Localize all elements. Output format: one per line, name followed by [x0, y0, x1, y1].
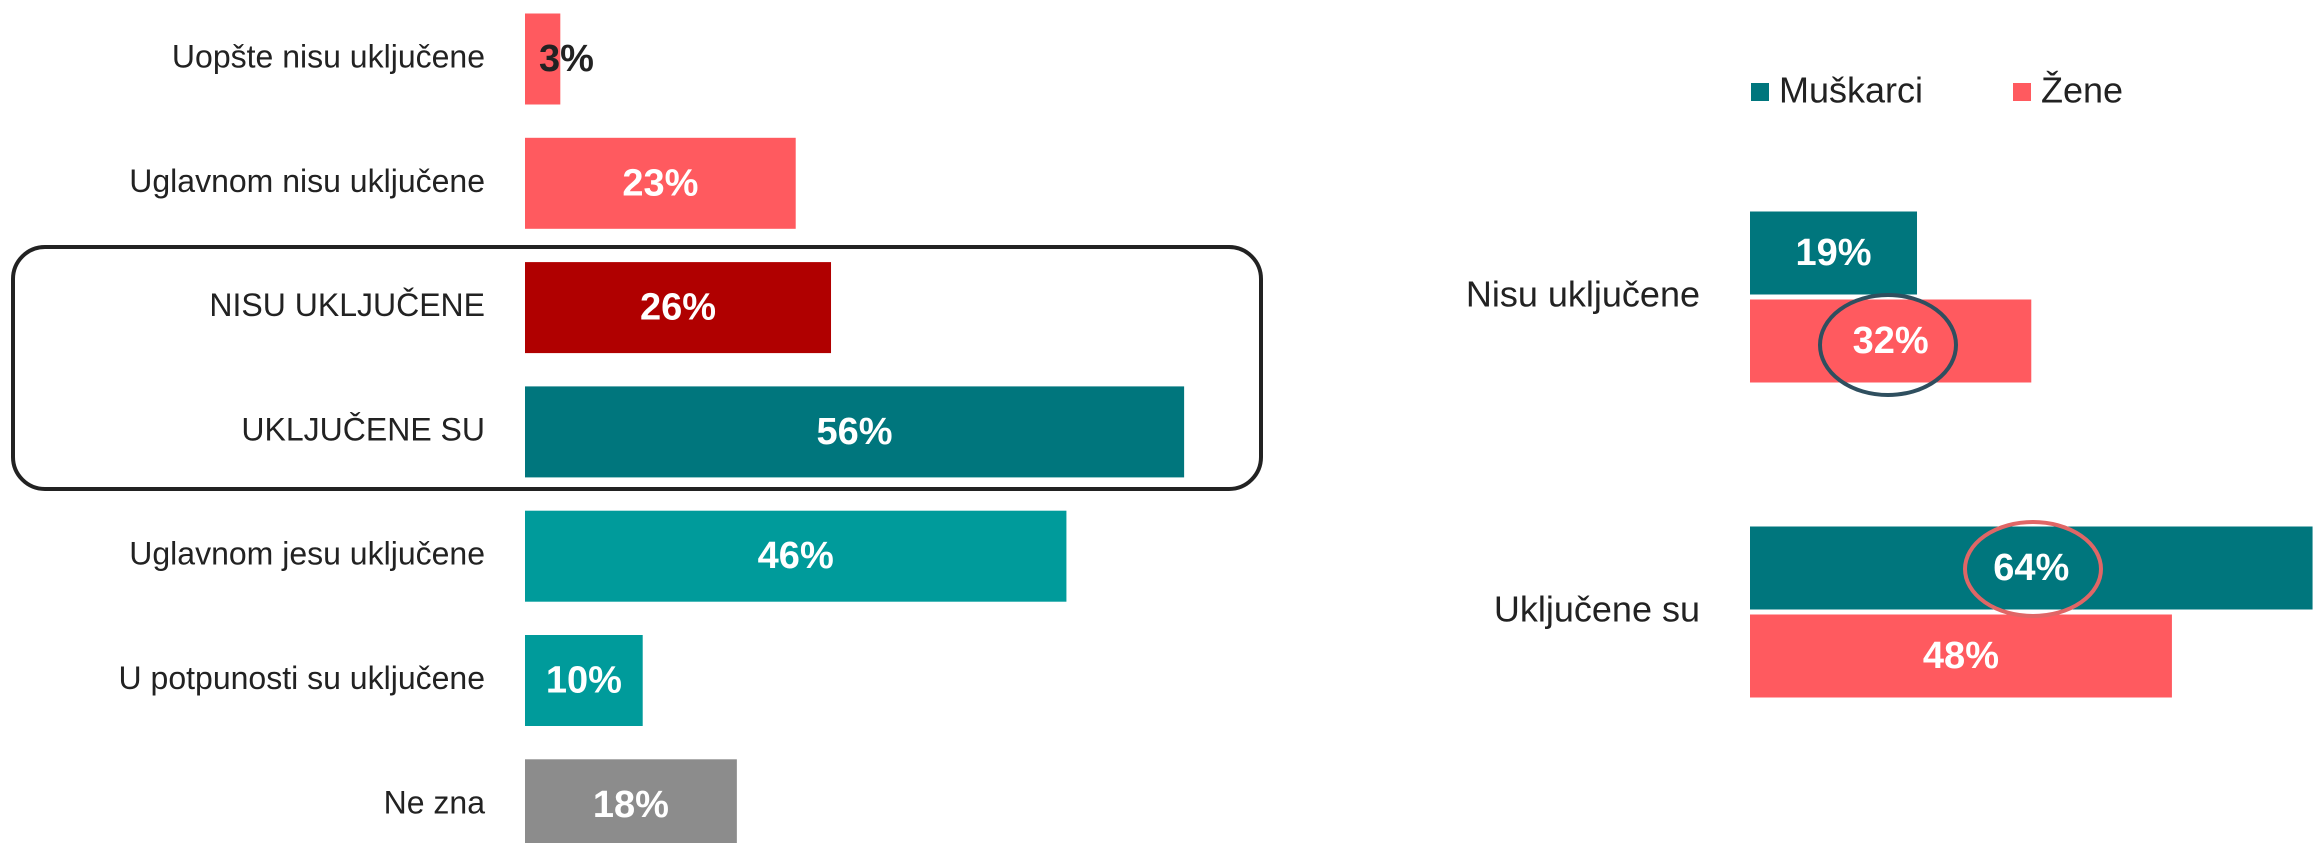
value-label: 26% — [640, 287, 716, 329]
value-label: 48% — [1923, 635, 1999, 677]
value-label: 23% — [622, 162, 698, 204]
value-label: 19% — [1795, 232, 1871, 274]
value-label: 18% — [593, 784, 669, 826]
value-label: 64% — [1993, 547, 2069, 589]
bar — [1750, 526, 2313, 610]
value-label: 46% — [758, 535, 834, 577]
value-label: 3% — [539, 38, 594, 80]
category-label: Uopšte nisu uključene — [172, 38, 485, 74]
highlight-box — [11, 245, 1263, 491]
bar — [525, 137, 796, 229]
bar — [525, 13, 561, 105]
category-label: U potpunosti su uključene — [119, 660, 485, 696]
category-label: Uglavnom nisu uključene — [129, 163, 485, 199]
legend-swatch — [2013, 83, 2031, 101]
bar — [525, 510, 1067, 602]
bar — [1750, 614, 2172, 698]
category-label: Uglavnom jesu uključene — [129, 536, 485, 572]
category-label: NISU UKLJUČENE — [209, 287, 485, 323]
category-label: Ne zna — [384, 784, 486, 820]
bar — [525, 635, 643, 726]
value-label: 32% — [1853, 320, 1929, 362]
bar — [525, 759, 737, 843]
highlight-circle — [1963, 520, 2103, 618]
bar — [1750, 299, 2032, 383]
legend-swatch — [1751, 83, 1769, 101]
highlight-circle — [1818, 293, 1958, 397]
category-label: UKLJUČENE SU — [241, 411, 485, 447]
legend-label: Žene — [2041, 70, 2123, 111]
bar — [525, 386, 1185, 478]
bar — [1750, 211, 1918, 295]
category-label: Nisu uključene — [1466, 274, 1700, 315]
value-label: 56% — [817, 411, 893, 453]
value-label: 10% — [546, 660, 622, 702]
category-label: Uključene su — [1494, 589, 1700, 630]
legend-label: Muškarci — [1779, 70, 1923, 111]
bar — [525, 262, 832, 354]
